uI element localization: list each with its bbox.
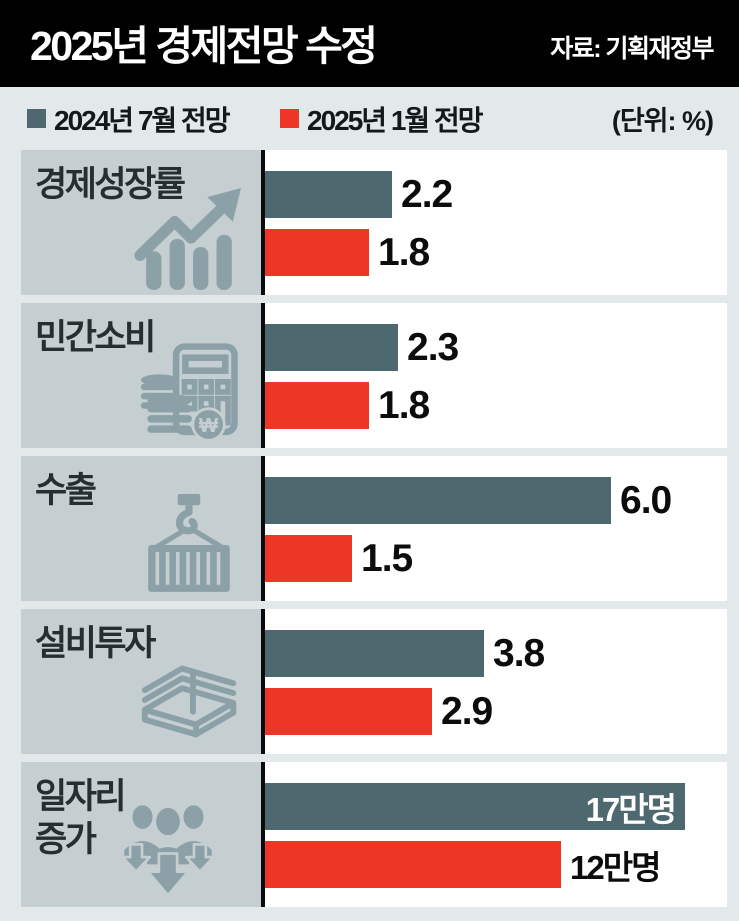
unit-note: (단위: %) [611, 106, 714, 136]
bar-old-forecast [265, 477, 611, 524]
bar-value-label: 6.0 [620, 478, 672, 522]
bar-value-label: 17만명 [585, 790, 677, 828]
axis-line [261, 456, 265, 601]
bar-line-new: 1.5 [265, 535, 727, 582]
chart-rows: 경제성장률 2.2 1.8 민간소비 [21, 150, 727, 915]
legend-swatch-new-series [280, 109, 299, 128]
category-panel: 설비투자 [21, 609, 261, 754]
bar-value-label: 1.8 [378, 230, 430, 274]
bar-area: 3.8 2.9 [265, 609, 727, 754]
bar-old-forecast [265, 630, 484, 677]
chart-row: 수출 6.0 1.5 [21, 456, 727, 601]
axis-line [261, 762, 265, 907]
category-label: 수출 [35, 471, 97, 510]
bar-area: 2.3 1.8 [265, 303, 727, 448]
category-label: 설비투자 [35, 624, 156, 663]
category-panel: 수출 [21, 456, 261, 601]
bar-area: 17만명 12만명 [265, 762, 727, 907]
bar-old-forecast: 17만명 [265, 783, 685, 830]
bar-line-new: 2.9 [265, 688, 727, 735]
legend-label: 2025년 1월 전망 [307, 104, 483, 136]
bar-line-new: 1.8 [265, 229, 727, 276]
page-title: 2025년 경제전망 수정 [30, 22, 378, 69]
category-panel: 민간소비 ₩ [21, 303, 261, 448]
category-label: 경제성장률 [35, 165, 186, 204]
category-panel: 경제성장률 [21, 150, 261, 295]
bar-value-label: 3.8 [493, 631, 545, 675]
bar-area: 2.2 1.8 [265, 150, 727, 295]
legend-swatch-old-series [27, 109, 46, 128]
bar-new-forecast [265, 229, 369, 276]
category-label: 일자리 증가 [35, 777, 127, 859]
bar-area: 6.0 1.5 [265, 456, 727, 601]
category-label: 민간소비 [35, 318, 156, 357]
bar-new-forecast [265, 688, 432, 735]
bar-value-label: 2.2 [401, 172, 453, 216]
bar-new-forecast [265, 382, 369, 429]
bar-line-old: 3.8 [265, 630, 727, 677]
bar-new-forecast [265, 841, 561, 888]
bar-value-label: 2.9 [441, 689, 493, 733]
legend-label: 2024년 7월 전망 [54, 104, 230, 136]
bar-old-forecast [265, 324, 398, 371]
bar-line-old: 6.0 [265, 477, 727, 524]
chart-row: 설비투자 3.8 2.9 [21, 609, 727, 754]
bar-line-new: 12만명 [265, 841, 727, 888]
axis-line [261, 303, 265, 448]
bar-line-old: 2.2 [265, 171, 727, 218]
bar-value-label: 2.3 [407, 325, 459, 369]
container-crane-icon [131, 494, 249, 596]
chart-row: 민간소비 ₩ [21, 303, 727, 448]
chart-row: 일자리 증가 17만명 12만명 [21, 762, 727, 907]
bar-line-old: 17만명 [265, 783, 727, 830]
legend: 2024년 7월 전망 2025년 1월 전망 (단위: %) [0, 87, 739, 150]
header: 2025년 경제전망 수정 자료: 기획재정부 [0, 0, 739, 87]
bar-value-label: 1.5 [361, 536, 413, 580]
axis-line [261, 609, 265, 754]
bar-line-new: 1.8 [265, 382, 727, 429]
svg-text:₩: ₩ [199, 415, 219, 437]
people-down-arrows-icon [109, 797, 227, 899]
source-credit: 자료: 기획재정부 [550, 34, 714, 63]
axis-line [261, 150, 265, 295]
bar-line-old: 2.3 [265, 324, 727, 371]
category-panel: 일자리 증가 [21, 762, 261, 907]
growth-chart-icon [131, 188, 249, 290]
calculator-coins-icon: ₩ [131, 341, 249, 443]
bar-value-label: 1.8 [378, 383, 430, 427]
bar-new-forecast [265, 535, 352, 582]
bar-old-forecast [265, 171, 392, 218]
money-stack-icon [131, 647, 249, 749]
bar-value-label: 12만명 [570, 848, 661, 886]
legend-item-2024-july: 2024년 7월 전망 [27, 87, 230, 150]
legend-item-2025-january: 2025년 1월 전망 [280, 87, 483, 150]
chart-row: 경제성장률 2.2 1.8 [21, 150, 727, 295]
